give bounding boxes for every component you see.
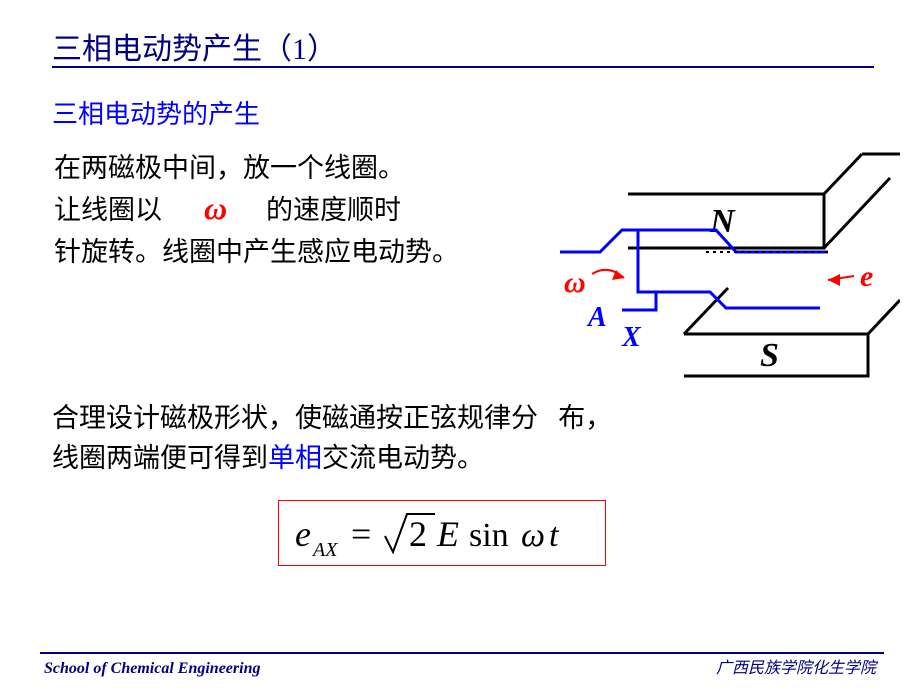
- formula-svg: e AX = 2 E sin ω t: [287, 504, 597, 562]
- formula-t: t: [549, 517, 560, 554]
- label-N: N: [709, 203, 736, 240]
- body-line-2b: 的速度顺时: [266, 190, 401, 232]
- body2-line2-blue: 单相: [268, 443, 322, 473]
- body-line-1: 在两磁极中间，放一个线圈。: [54, 148, 405, 190]
- body2-line1-a: 合理设计磁极形状，使磁通按正弦规律分: [52, 403, 538, 433]
- label-A: A: [586, 302, 607, 333]
- magnet-north: [628, 154, 900, 248]
- slide-title: 三相电动势产生（1）: [52, 24, 337, 68]
- e-arrowhead: [828, 274, 840, 286]
- formula-e: e: [295, 514, 311, 554]
- body2-line2-b: 交流电动势。: [322, 443, 484, 473]
- formula-box: e AX = 2 E sin ω t: [278, 500, 606, 566]
- body-line-2a: 让线圈以: [54, 190, 162, 232]
- body2-line2-a: 线圈两端便可得到: [52, 443, 268, 473]
- formula-omega: ω: [521, 517, 545, 554]
- body2-line-1: 合理设计磁极形状，使磁通按正弦规律分 布，: [52, 398, 612, 440]
- formula-sin: sin: [469, 517, 509, 554]
- formula-two: 2: [409, 514, 427, 554]
- generator-diagram: N S ω e A X: [560, 150, 900, 380]
- label-e: e: [860, 260, 873, 293]
- title-underline: [52, 66, 874, 68]
- subtitle: 三相电动势的产生: [52, 94, 260, 131]
- label-omega: ω: [564, 266, 586, 299]
- body-line-3: 针旋转。线圈中产生感应电动势。: [54, 232, 459, 274]
- magnet-south: [684, 288, 900, 376]
- formula-sub: AX: [311, 539, 338, 561]
- formula-E: E: [436, 514, 459, 554]
- body2-line-2: 线圈两端便可得到单相交流电动势。: [52, 438, 484, 480]
- footer-right: 广西民族学院化生学院: [716, 654, 876, 678]
- omega-symbol-inline: ω: [204, 190, 227, 227]
- label-S: S: [760, 337, 779, 374]
- body2-line1-b: 布，: [558, 403, 612, 433]
- label-X: X: [621, 322, 642, 353]
- footer-left: School of Chemical Engineering: [44, 660, 260, 678]
- formula-eq: =: [351, 514, 371, 554]
